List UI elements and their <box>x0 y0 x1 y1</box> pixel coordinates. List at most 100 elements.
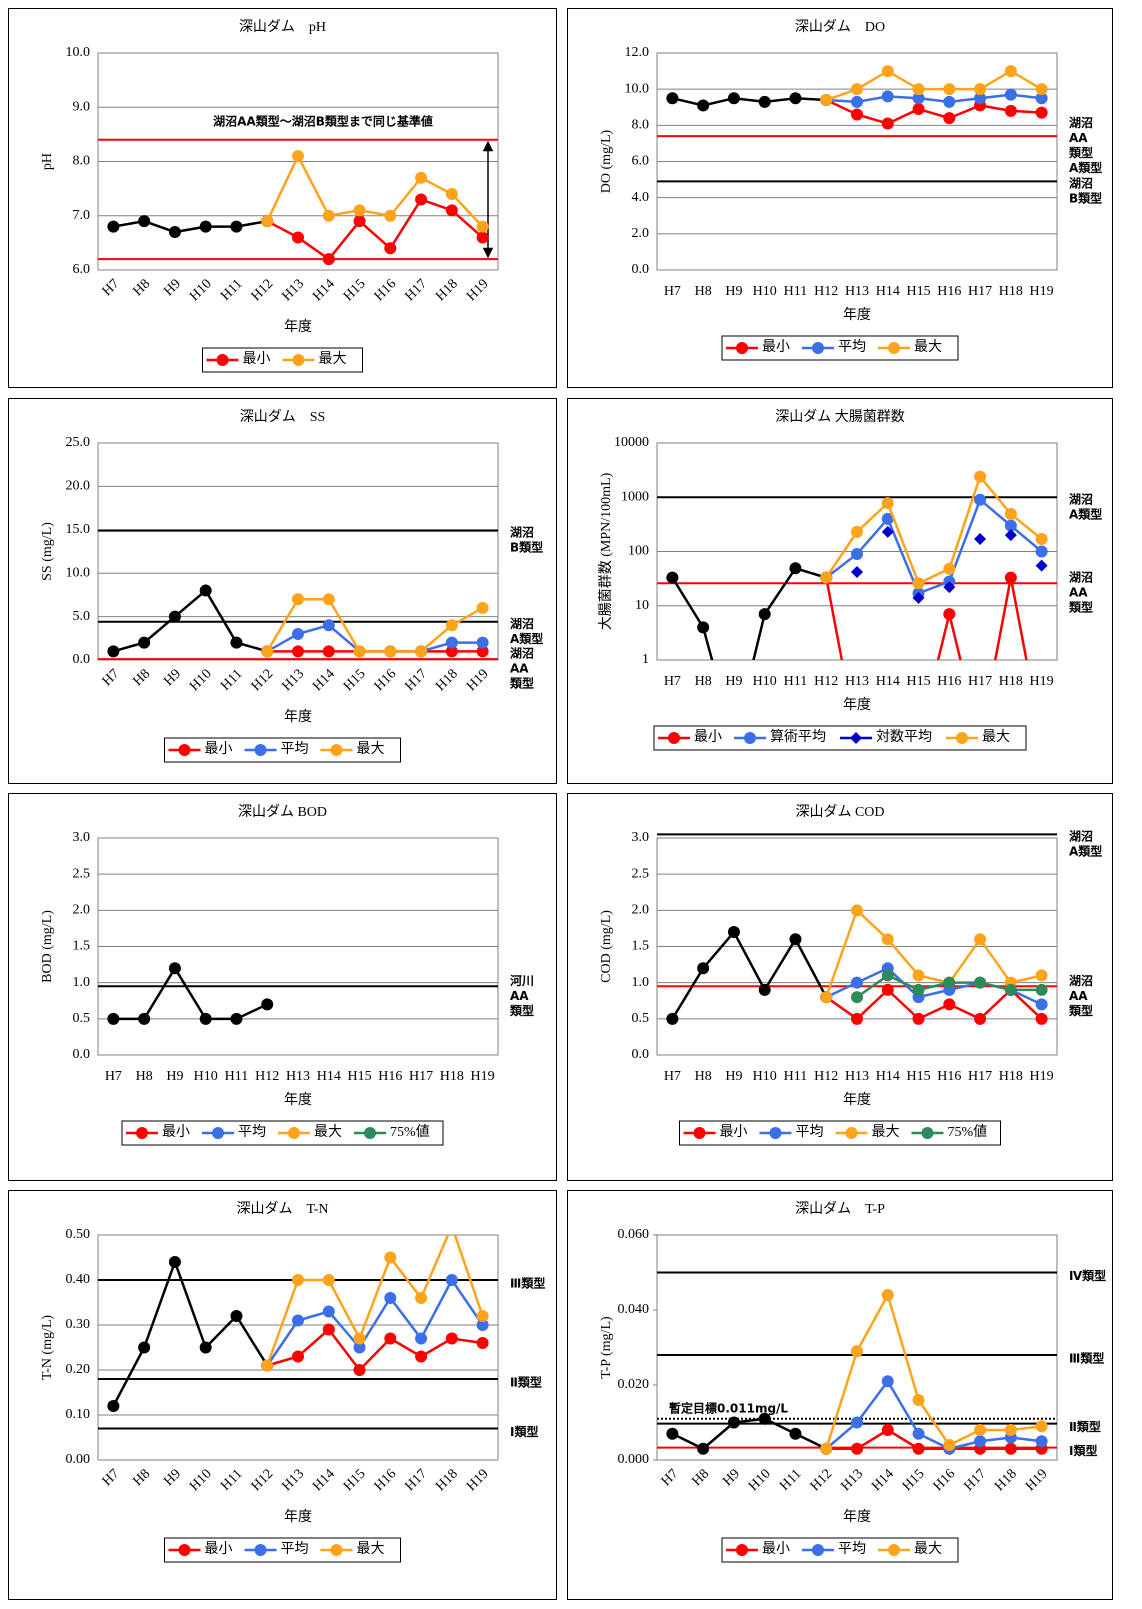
y-tick-label: 25.0 <box>66 435 91 450</box>
y-tick-label: 9.0 <box>73 99 91 114</box>
data-point <box>974 83 987 96</box>
legend: 最小 平均 最大 75%値 <box>121 1120 444 1146</box>
x-axis-label: 年度 <box>284 709 312 725</box>
data-point <box>943 1439 956 1451</box>
data-point <box>322 253 335 266</box>
plot-frame <box>97 837 499 1056</box>
data-point <box>1035 545 1048 558</box>
chart-title: 深山ダム DO <box>795 19 885 35</box>
reference-label: 湖沼 <box>510 616 534 631</box>
data-point <box>415 1332 428 1345</box>
data-point <box>384 1292 397 1304</box>
data-point <box>851 565 863 578</box>
data-point <box>178 744 191 756</box>
x-tick-label: H17 <box>968 284 992 299</box>
data-point <box>974 532 987 545</box>
data-point <box>888 1544 900 1556</box>
y-tick-label: 10 <box>635 598 649 613</box>
y-tick-label: 0.0 <box>632 1047 650 1062</box>
data-point <box>199 1341 212 1354</box>
data-point <box>974 1012 987 1025</box>
data-point <box>292 150 304 163</box>
series-line <box>825 497 1043 595</box>
data-point <box>912 83 925 96</box>
reference-label: 類型 <box>1068 600 1093 615</box>
data-point <box>415 645 428 658</box>
x-tick-label: H11 <box>784 1069 808 1084</box>
x-tick-label: H7 <box>664 674 681 689</box>
x-tick-label: H15 <box>906 1069 930 1084</box>
legend-label: 最大 <box>872 1124 900 1140</box>
data-point <box>254 1544 267 1556</box>
x-tick-label: H9 <box>725 674 742 689</box>
data-point <box>384 209 397 222</box>
data-point <box>881 1289 894 1301</box>
data-point <box>353 645 366 658</box>
data-point <box>1035 106 1048 119</box>
reference-label: 類型 <box>509 1003 534 1018</box>
data-point <box>974 976 987 989</box>
data-point <box>1004 508 1017 521</box>
x-tick-label: H10 <box>194 1069 218 1084</box>
legend-label: 最大 <box>914 339 942 355</box>
x-tick-label: H12 <box>255 1069 279 1084</box>
panel-frame <box>8 398 557 784</box>
x-tick-label: H12 <box>814 1069 838 1084</box>
y-tick-label: 100 <box>628 544 649 559</box>
data-point <box>851 1442 863 1455</box>
x-tick-label: H19 <box>471 1069 495 1084</box>
series-line <box>825 988 1043 1021</box>
data-point <box>1035 983 1048 996</box>
y-tick-label: 0.5 <box>632 1011 650 1026</box>
data-point <box>888 342 900 354</box>
reference-label: 類型 <box>509 676 534 691</box>
data-point <box>445 204 458 217</box>
legend-label: 平均 <box>238 1124 266 1140</box>
reference-label: A類型 <box>1069 843 1102 858</box>
y-tick-label: 0.0 <box>632 262 650 277</box>
data-point <box>881 497 894 510</box>
data-point <box>943 608 956 621</box>
x-axis-label: 年度 <box>843 697 871 713</box>
y-tick-label: 1.0 <box>632 975 650 990</box>
data-point <box>261 998 274 1011</box>
data-point <box>254 744 267 756</box>
x-axis-label: 年度 <box>284 319 312 335</box>
legend-label: 75%値 <box>390 1124 430 1140</box>
data-point <box>881 512 894 525</box>
data-point <box>1035 559 1048 572</box>
data-point <box>851 1416 863 1429</box>
series-layer <box>107 584 489 658</box>
x-tick-label: H14 <box>317 1069 341 1084</box>
y-tick-label: 4.0 <box>632 190 650 205</box>
data-point <box>384 1332 397 1345</box>
data-point <box>445 636 458 649</box>
data-point <box>974 1424 987 1436</box>
data-point <box>943 562 956 575</box>
data-point <box>415 171 428 184</box>
y-tick-label: 0.50 <box>66 1227 91 1242</box>
chart-panel: 深山ダム DO 0.0 2.0 4.0 6.0 8.0 10.0 12.0 H7 H8 H9 H10 H… <box>567 8 1113 388</box>
data-point <box>322 645 335 658</box>
data-point <box>292 645 304 658</box>
data-point <box>912 591 925 604</box>
legend-label: 最小 <box>720 1124 748 1140</box>
reference-label: 類型 <box>1068 1003 1093 1018</box>
x-tick-label: H13 <box>286 1069 310 1084</box>
data-point <box>851 1012 863 1025</box>
y-tick-label: 0.040 <box>618 1302 650 1317</box>
data-point <box>168 1256 181 1268</box>
x-axis-label: 年度 <box>284 1092 312 1108</box>
data-point <box>353 215 366 228</box>
x-tick-label: H11 <box>784 284 808 299</box>
reference-label: 湖沼 <box>1069 115 1093 130</box>
y-tick-label: 0.5 <box>73 1011 91 1026</box>
legend-label: 最小 <box>762 1541 790 1557</box>
data-point <box>820 991 833 1004</box>
series-layer <box>666 904 1048 1025</box>
data-point <box>216 354 229 366</box>
x-axis-label: 年度 <box>843 1509 871 1525</box>
reference-label: Ⅱ類型 <box>1069 1419 1101 1434</box>
x-tick-label: H8 <box>695 1069 712 1084</box>
y-tick-label: 0.0 <box>73 652 91 667</box>
